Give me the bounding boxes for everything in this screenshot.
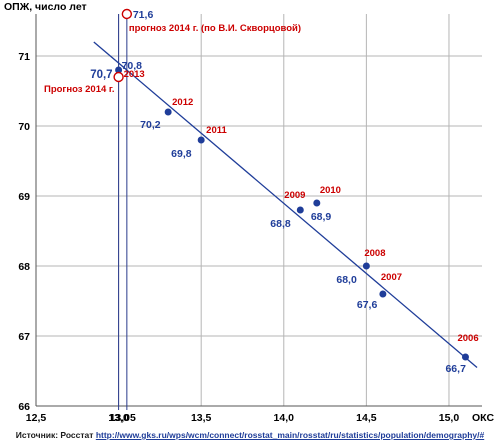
y-axis-title: ОПЖ, число лет — [4, 1, 87, 13]
value-label: 70,8 — [122, 60, 143, 72]
year-label: 2006 — [457, 333, 478, 344]
x-tick-label: 14,5 — [356, 412, 377, 424]
y-tick-label: 69 — [18, 191, 30, 203]
value-label: 68,9 — [311, 211, 332, 223]
year-label: 2008 — [364, 248, 385, 259]
x-tick-label: 13,0 — [108, 412, 129, 424]
plot-area — [36, 14, 482, 406]
data-point — [164, 108, 172, 116]
value-label: 67,6 — [357, 299, 378, 311]
year-label: 2007 — [381, 272, 402, 283]
data-point — [461, 353, 469, 361]
y-tick-label: 71 — [18, 51, 30, 63]
forecast-value-label: 70,7 — [90, 69, 112, 81]
x-tick-label: 12,5 — [26, 412, 47, 424]
x-tick-label: 15,0 — [439, 412, 460, 424]
year-label: 2013 — [124, 69, 145, 80]
data-point — [362, 262, 370, 270]
y-tick-label: 66 — [18, 401, 30, 413]
data-point — [115, 66, 123, 74]
year-label: 2010 — [320, 185, 341, 196]
x-tick-label: 13,5 — [191, 412, 212, 424]
year-label: 2009 — [284, 190, 305, 201]
forecast-point — [113, 71, 124, 83]
value-label: 70,2 — [140, 119, 161, 131]
data-point — [313, 199, 321, 207]
vline-label: 13,05 — [110, 412, 136, 424]
trendline — [93, 41, 478, 368]
year-label: 2012 — [172, 97, 193, 108]
value-label: 69,8 — [171, 148, 192, 160]
source-prefix: Источник: Росстат — [15, 430, 94, 440]
x-axis-title: ОКС — [472, 412, 494, 424]
forecast-point — [121, 8, 133, 20]
source-note: Источник: Росстат http://www.gks.ru/wps/… — [0, 430, 500, 440]
value-label: 68,0 — [336, 274, 357, 286]
y-tick-label: 68 — [18, 261, 30, 273]
forecast-value-label: 71,6 — [133, 9, 154, 21]
data-point — [296, 206, 304, 214]
y-tick-label: 67 — [18, 331, 30, 343]
forecast-label: прогноз 2014 г. (по В.И. Скворцовой) — [129, 23, 301, 34]
value-label: 68,8 — [270, 218, 291, 230]
data-point — [197, 136, 205, 144]
source-link[interactable]: http://www.gks.ru/wps/wcm/connect/rossta… — [95, 430, 485, 440]
forecast-label: Прогноз 2014 г. — [44, 84, 115, 95]
y-tick-label: 70 — [18, 121, 30, 133]
data-point — [379, 290, 387, 298]
value-label: 66,7 — [445, 363, 466, 375]
x-tick-label: 14,0 — [274, 412, 295, 424]
year-label: 2011 — [206, 125, 227, 136]
